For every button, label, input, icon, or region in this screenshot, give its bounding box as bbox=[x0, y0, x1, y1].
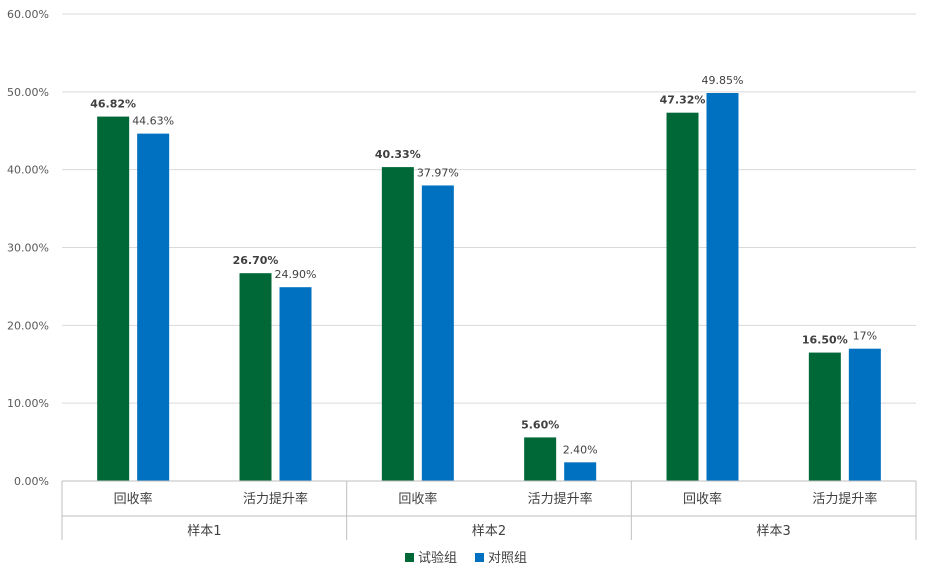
data-label: 40.33% bbox=[375, 148, 421, 161]
data-label: 49.85% bbox=[702, 74, 744, 87]
y-tick-label: 60.00% bbox=[7, 8, 49, 21]
data-label: 24.90% bbox=[275, 268, 317, 281]
bar bbox=[848, 348, 881, 481]
y-tick-label: 10.00% bbox=[7, 397, 49, 410]
group-label: 样本2 bbox=[472, 524, 506, 539]
y-tick-label: 50.00% bbox=[7, 86, 49, 99]
bar bbox=[279, 287, 312, 481]
bar bbox=[524, 437, 557, 481]
y-tick-label: 30.00% bbox=[7, 242, 49, 255]
legend-swatch bbox=[475, 553, 484, 562]
bar bbox=[137, 133, 170, 482]
data-label: 5.60% bbox=[521, 418, 559, 431]
data-label: 44.63% bbox=[132, 115, 174, 128]
data-label: 46.82% bbox=[90, 98, 136, 111]
bar bbox=[381, 167, 414, 482]
y-tick-label: 0.00% bbox=[14, 475, 49, 488]
category-label: 回收率 bbox=[683, 491, 722, 507]
legend: 试验组 对照组 bbox=[405, 550, 527, 566]
bar bbox=[97, 116, 130, 481]
category-label: 回收率 bbox=[398, 491, 437, 507]
category-label: 回收率 bbox=[114, 491, 153, 507]
bar bbox=[564, 462, 597, 481]
group-label: 样本3 bbox=[757, 524, 791, 539]
gridlines bbox=[62, 13, 916, 482]
bar bbox=[421, 185, 454, 481]
category-label: 活力提升率 bbox=[243, 491, 308, 507]
data-label: 2.40% bbox=[563, 443, 598, 456]
group-label: 样本1 bbox=[187, 524, 221, 539]
legend-label: 试验组 bbox=[418, 550, 457, 566]
y-tick-label: 20.00% bbox=[7, 319, 49, 332]
legend-swatch bbox=[405, 553, 414, 562]
bar bbox=[706, 93, 739, 482]
bar bbox=[239, 273, 272, 481]
category-label: 活力提升率 bbox=[528, 491, 593, 507]
data-label: 26.70% bbox=[233, 254, 279, 267]
data-label: 17% bbox=[853, 330, 877, 343]
legend-label: 对照组 bbox=[488, 551, 527, 566]
bar bbox=[808, 352, 841, 481]
data-label: 37.97% bbox=[417, 166, 459, 179]
data-label: 47.32% bbox=[660, 94, 706, 107]
y-tick-label: 40.00% bbox=[7, 164, 49, 177]
bar bbox=[666, 112, 699, 482]
bars bbox=[97, 93, 881, 482]
data-label: 16.50% bbox=[802, 334, 848, 347]
category-label: 活力提升率 bbox=[812, 491, 877, 507]
y-axis-tick-labels: 0.00% 10.00% 20.00% 30.00% 40.00% 50.00% 60.00… bbox=[7, 8, 49, 488]
data-labels: 46.82% 44.63% 26.70%24.90% 40.33% 37.97% 5.60… bbox=[90, 74, 877, 456]
